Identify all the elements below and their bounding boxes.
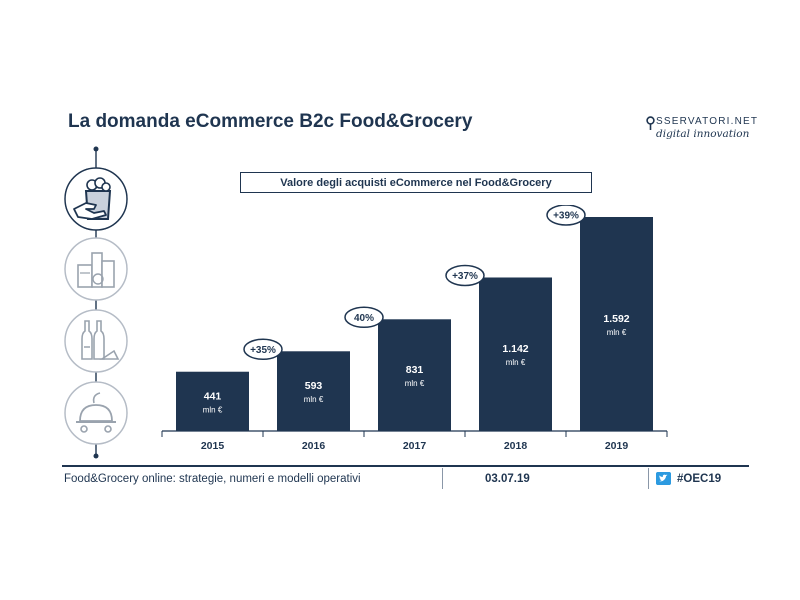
twitter-icon: [656, 472, 671, 485]
bar-2016: [277, 351, 350, 431]
logo-brand: SSERVATORI.NET: [656, 116, 759, 127]
x-tick-label: 2016: [302, 440, 326, 452]
growth-badge: [243, 338, 283, 361]
chart-title: Valore degli acquisti eCommerce nel Food…: [240, 172, 592, 193]
bar-unit-label: mln €: [405, 379, 425, 388]
x-tick-label: 2018: [504, 440, 528, 452]
bar-chart: 441 mln € 2015 593 mln € 2016 831 mln € 2017 1.14…: [161, 205, 668, 452]
growth-badge: [546, 205, 586, 226]
growth-badge: [445, 264, 485, 287]
logo-tagline: digital innovation: [656, 128, 750, 140]
bar-2015: [176, 371, 249, 431]
growth-badge: [344, 306, 384, 329]
bar-unit-label: mln €: [203, 405, 223, 414]
food-packages-icon: [64, 237, 128, 301]
bar-value-label: 593: [305, 380, 323, 392]
bar-unit-label: mln €: [304, 395, 324, 404]
x-tick-label: 2015: [201, 440, 225, 452]
bar-value-label: 831: [406, 364, 424, 376]
wine-bottles-cheese-icon: [64, 309, 128, 373]
growth-label: +39%: [553, 211, 579, 222]
footer-separator: [442, 468, 443, 489]
x-tick-label: 2019: [605, 440, 629, 452]
footer-subtitle: Food&Grocery online: strategie, numeri e…: [64, 473, 361, 485]
bar-unit-label: mln €: [506, 358, 526, 367]
slide-title: La domanda eCommerce B2c Food&Grocery: [68, 111, 473, 132]
footer-separator: [648, 468, 649, 489]
growth-label: +35%: [250, 345, 276, 356]
footer-date: 03.07.19: [485, 473, 530, 485]
x-tick-label: 2017: [403, 440, 427, 452]
icon-timeline: [63, 145, 133, 460]
footer-hashtag: #OEC19: [677, 473, 722, 485]
shopping-bag-hand-icon: [64, 167, 128, 231]
growth-label: +37%: [452, 271, 478, 282]
map-pin-icon: [646, 116, 655, 130]
bar-value-label: 441: [204, 390, 222, 402]
osservatori-logo: SSERVATORI.NET digital innovation: [646, 116, 757, 146]
bar-2019: [580, 217, 653, 431]
footer-divider: [62, 465, 749, 467]
bar-2017: [378, 319, 451, 431]
bar-value-label: 1.142: [502, 343, 528, 355]
bar-2018: [479, 277, 552, 431]
growth-label: 40%: [354, 313, 374, 324]
bar-value-label: 1.592: [603, 313, 629, 325]
delivery-cloche-icon: [64, 381, 128, 445]
bar-unit-label: mln €: [607, 328, 627, 337]
